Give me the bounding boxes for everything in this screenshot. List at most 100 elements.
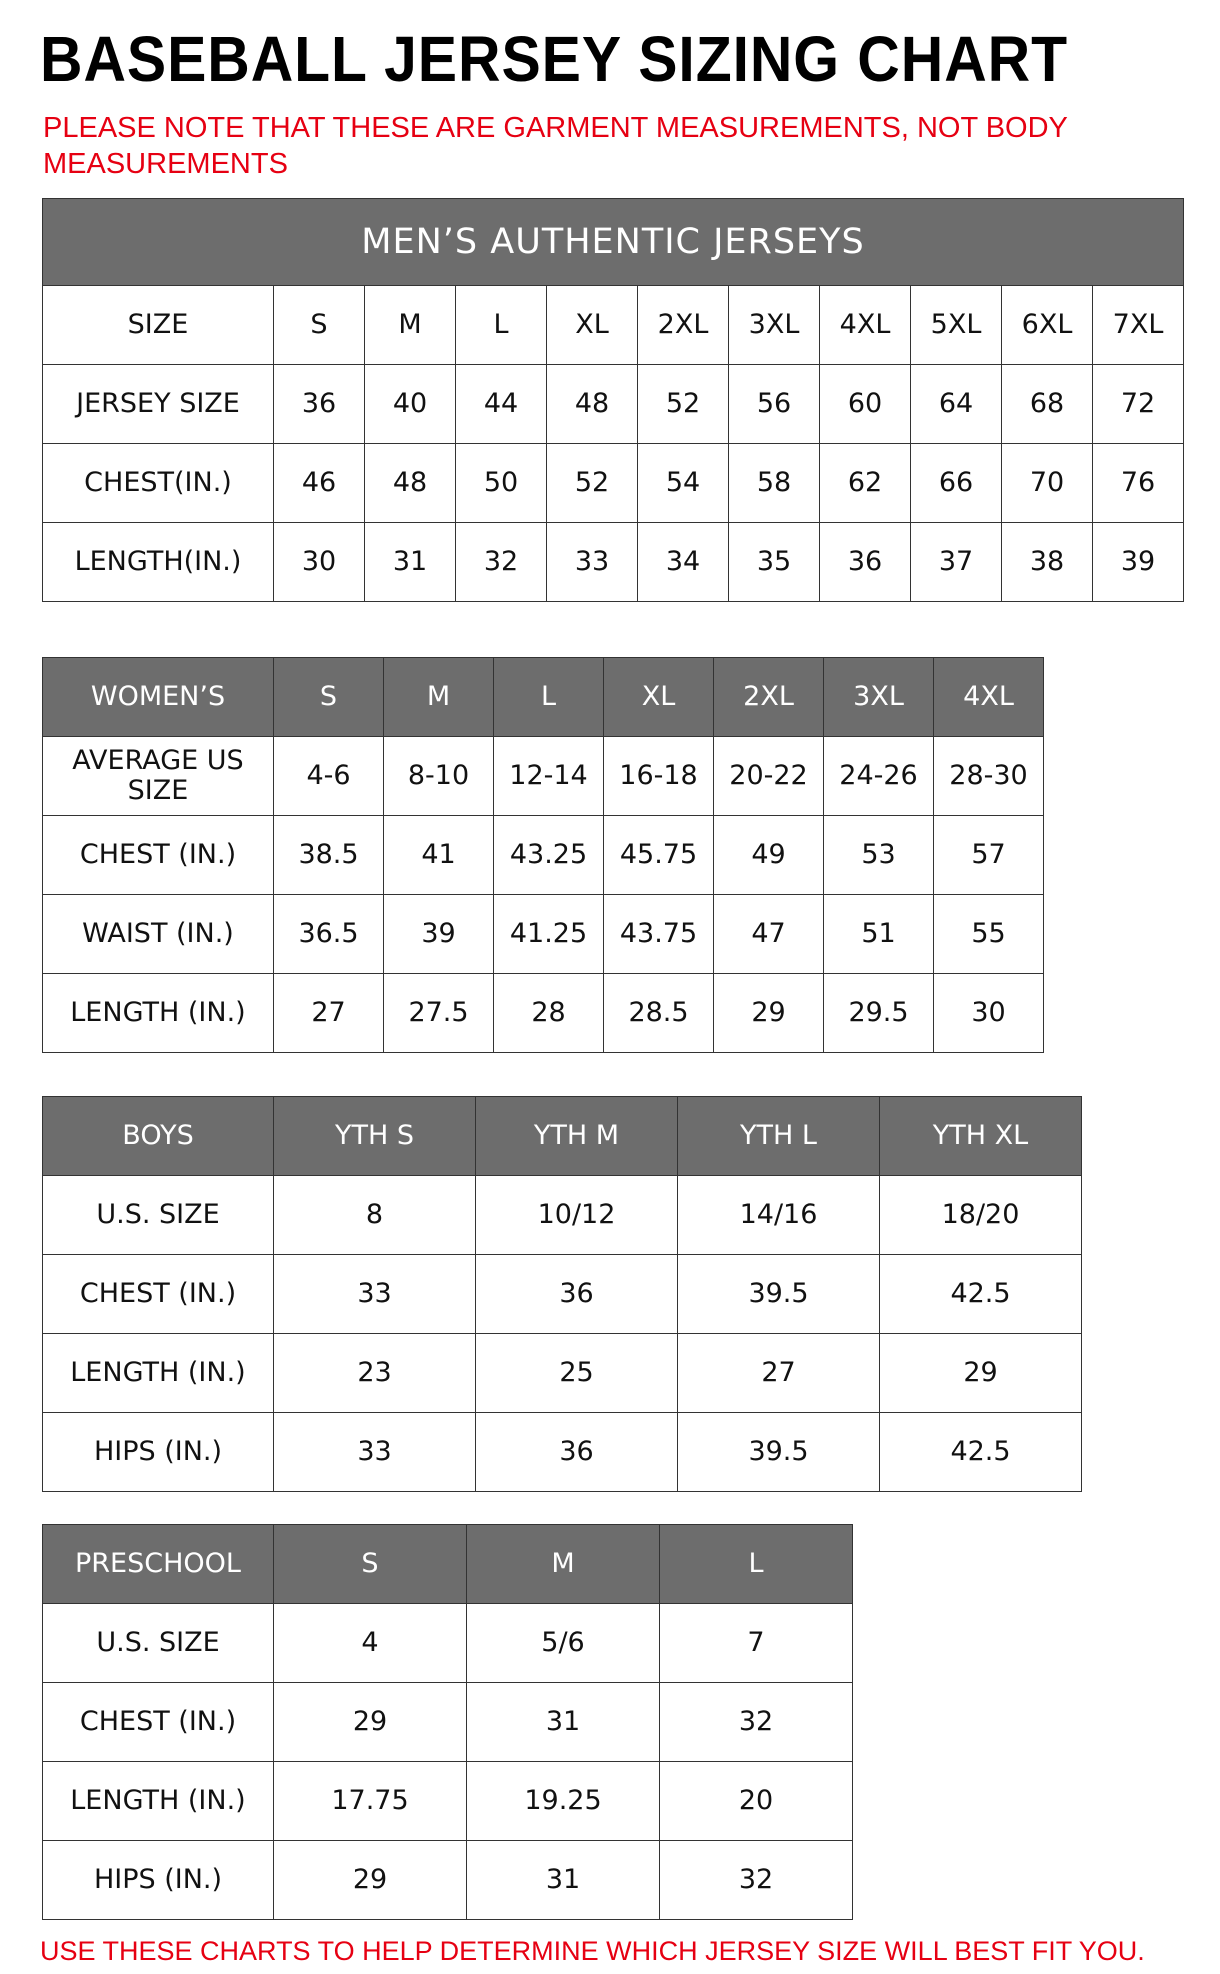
- cell: 39: [1091, 522, 1185, 602]
- cell: 56: [728, 364, 820, 444]
- footer: USE THESE CHARTS TO HELP DETERMINE WHICH…: [40, 1936, 1145, 1966]
- cell: 30: [933, 973, 1044, 1053]
- cell: 43.75: [603, 894, 714, 974]
- header-cell: L: [493, 657, 604, 737]
- cell: 36: [475, 1254, 678, 1334]
- cell: 41: [383, 815, 494, 895]
- cell: 12-14: [493, 736, 604, 816]
- cell: 23: [273, 1333, 476, 1413]
- row-label: LENGTH (IN.): [42, 1761, 274, 1841]
- table-row: CHEST (IN.) 38.5 41 43.25 45.75 49 53 57: [42, 815, 1044, 895]
- table-row: AVERAGE US SIZE 4-6 8-10 12-14 16-18 20-22 24-…: [42, 736, 1044, 816]
- cell: 36: [273, 364, 365, 444]
- row-label: LENGTH (IN.): [42, 973, 274, 1053]
- cell: 42.5: [879, 1254, 1082, 1334]
- cell: 36: [475, 1412, 678, 1492]
- header-row: BOYS YTH S YTH M YTH L YTH XL: [42, 1096, 1082, 1176]
- cell: 60: [819, 364, 911, 444]
- cell: 51: [823, 894, 934, 974]
- cell: 70: [1001, 443, 1093, 523]
- cell: 29: [273, 1840, 467, 1920]
- row-label: AVERAGE US SIZE: [42, 736, 274, 816]
- cell: 45.75: [603, 815, 714, 895]
- cell: 36.5: [273, 894, 384, 974]
- header-cell: PRESCHOOL: [42, 1524, 274, 1604]
- header-row: PRESCHOOL S M L: [42, 1524, 853, 1604]
- cell: 33: [273, 1254, 476, 1334]
- cell: 39.5: [677, 1412, 880, 1492]
- cell: 53: [823, 815, 934, 895]
- row-label: CHEST (IN.): [42, 1254, 274, 1334]
- table-row: LENGTH (IN.) 27 27.5 28 28.5 29 29.5 30: [42, 973, 1044, 1053]
- cell: 46: [273, 443, 365, 523]
- table-row: WAIST (IN.) 36.5 39 41.25 43.75 47 51 55: [42, 894, 1044, 974]
- cell: 20-22: [713, 736, 824, 816]
- cell: 27: [273, 973, 384, 1053]
- cell: L: [455, 285, 547, 365]
- cell: 47: [713, 894, 824, 974]
- cell: S: [273, 285, 365, 365]
- cell: 44: [455, 364, 547, 444]
- cell: 31: [466, 1682, 660, 1762]
- cell: 24-26: [823, 736, 934, 816]
- cell: 32: [659, 1840, 853, 1920]
- row-label: SIZE: [42, 285, 274, 365]
- cell: 25: [475, 1333, 678, 1413]
- cell: 3XL: [728, 285, 820, 365]
- cell: 48: [546, 364, 638, 444]
- cell: 52: [546, 443, 638, 523]
- cell: 17.75: [273, 1761, 467, 1841]
- cell: 4: [273, 1603, 467, 1683]
- cell: 31: [364, 522, 456, 602]
- cell: 36: [819, 522, 911, 602]
- cell: 28.5: [603, 973, 714, 1053]
- cell: 6XL: [1001, 285, 1093, 365]
- cell: 5/6: [466, 1603, 660, 1683]
- cell: 49: [713, 815, 824, 895]
- cell: 68: [1001, 364, 1093, 444]
- header-cell: YTH S: [273, 1096, 476, 1176]
- table-row: HIPS (IN.) 29 31 32: [42, 1840, 853, 1920]
- row-label: LENGTH (IN.): [42, 1333, 274, 1413]
- caption-row: MEN’S AUTHENTIC JERSEYS: [41, 198, 1185, 286]
- header-cell: M: [466, 1524, 660, 1604]
- row-label: LENGTH(IN.): [42, 522, 274, 602]
- cell: 50: [455, 443, 547, 523]
- size-table: WOMEN’S S M L XL 2XL 3XL 4XL AVERAGE US SIZE 4-6 8…: [42, 657, 1044, 1053]
- cell: 27: [677, 1333, 880, 1413]
- cell: 28: [493, 973, 604, 1053]
- cell: 27.5: [383, 973, 494, 1053]
- cell: 10/12: [475, 1175, 678, 1255]
- cell: XL: [546, 285, 638, 365]
- cell: M: [364, 285, 456, 365]
- cell: 38: [1001, 522, 1093, 602]
- cell: 57: [933, 815, 1044, 895]
- cell: 5XL: [910, 285, 1002, 365]
- table-row: CHEST (IN.) 33 36 39.5 42.5: [42, 1254, 1082, 1334]
- cell: 40: [364, 364, 456, 444]
- table-row: SIZE S M L XL 2XL 3XL 4XL 5XL 6XL 7XL: [42, 285, 1185, 365]
- table-row: U.S. SIZE 8 10/12 14/16 18/20: [42, 1175, 1082, 1255]
- cell: 38.5: [273, 815, 384, 895]
- cell: 32: [659, 1682, 853, 1762]
- header-cell: S: [273, 1524, 467, 1604]
- cell: 16-18: [603, 736, 714, 816]
- size-table: MEN’S AUTHENTIC JERSEYS SIZE S M L XL 2XL 3XL 4X…: [41, 198, 1185, 602]
- header-cell: WOMEN’S: [42, 657, 274, 737]
- cell: 8-10: [383, 736, 494, 816]
- cell: 30: [273, 522, 365, 602]
- header-cell: 2XL: [713, 657, 824, 737]
- header-cell: 4XL: [933, 657, 1044, 737]
- cell: 4-6: [273, 736, 384, 816]
- cell: 33: [546, 522, 638, 602]
- table-row: CHEST(IN.) 46 48 50 52 54 58 62 66 70 76: [42, 443, 1185, 523]
- row-label: CHEST(IN.): [42, 443, 274, 523]
- cell: 34: [637, 522, 729, 602]
- table-row: HIPS (IN.) 33 36 39.5 42.5: [42, 1412, 1082, 1492]
- cell: 29.5: [823, 973, 934, 1053]
- cell: 37: [910, 522, 1002, 602]
- cell: 32: [455, 522, 547, 602]
- header-cell: BOYS: [42, 1096, 274, 1176]
- cell: 29: [879, 1333, 1082, 1413]
